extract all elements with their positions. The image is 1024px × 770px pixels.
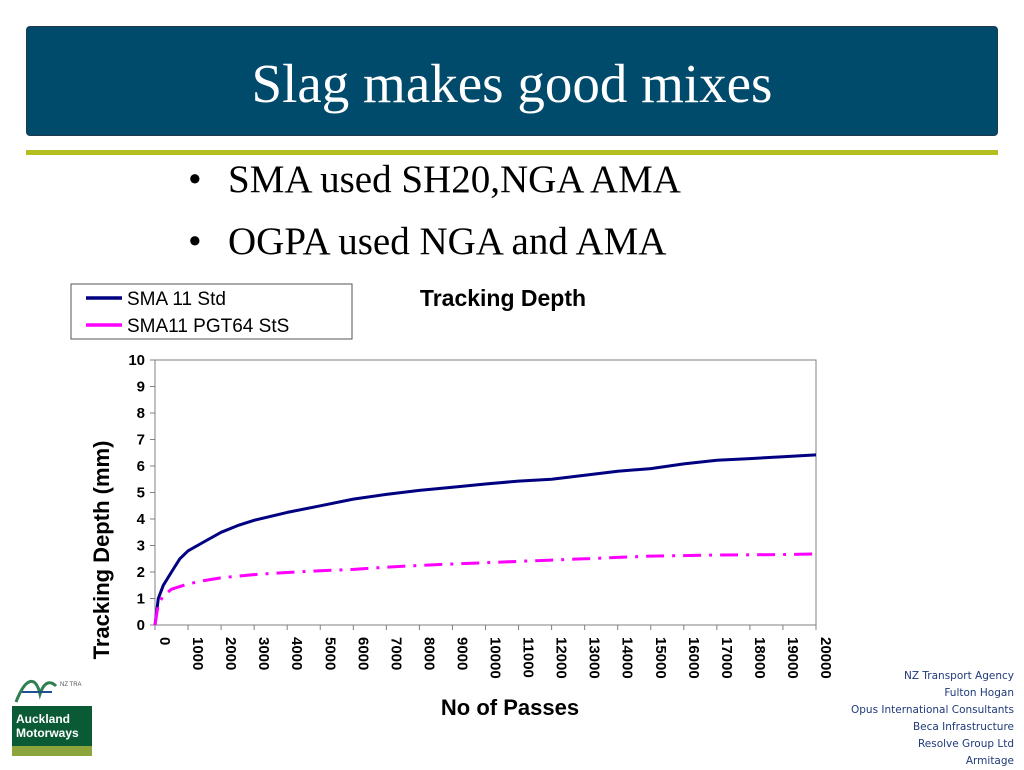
y-axis-label: Tracking Depth (mm) [89, 441, 114, 660]
y-tick-label: 4 [137, 511, 146, 528]
y-tick-label: 3 [137, 538, 145, 555]
y-tick-label: 9 [137, 379, 145, 396]
x-tick-label: 19000 [784, 637, 801, 679]
auckland-motorways-logo: NZ TRA Auckland Motorways [12, 672, 92, 756]
bullet-dot: • [188, 158, 202, 201]
y-axis: 0 1 2 3 4 5 6 7 8 9 10 [128, 352, 155, 634]
x-axis-label: No of Passes [441, 695, 579, 720]
sponsor-list: NZ Transport Agency Fulton Hogan Opus In… [851, 668, 1014, 770]
x-tick-label: 3000 [255, 637, 272, 670]
x-axis: 0 1000 2000 3000 4000 5000 6000 7000 8000 9000 100… [154, 625, 834, 679]
sponsor-name: Armitage [965, 755, 1014, 767]
x-tick-label: 6000 [354, 637, 371, 670]
sponsor-name: Fulton Hogan [944, 687, 1014, 699]
legend-box [70, 283, 353, 340]
plot-area [154, 359, 817, 626]
chart-legend: SMA 11 Std SMA11 PGT64 StS [70, 283, 353, 340]
x-tick-label: 10000 [487, 637, 504, 679]
bullet-item: • OGPA used NGA and AMA [188, 218, 681, 280]
x-tick-label: 8000 [420, 637, 437, 670]
logo-name: Auckland Motorways [12, 706, 92, 746]
x-tick-label: 1000 [189, 637, 206, 670]
series-line-sma11-pgt64-sts [153, 552, 817, 626]
x-tick-label: 7000 [387, 637, 404, 670]
logo-stripe [12, 746, 92, 756]
title-divider [26, 150, 998, 155]
chart-title: Tracking Depth [420, 285, 586, 311]
slide-title: Slag makes good mixes [251, 53, 773, 114]
logo-mark-text: NZ TRA [60, 682, 82, 688]
sponsor-name: Beca Infrastructure [912, 721, 1014, 733]
x-tick-label: 0 [156, 637, 173, 645]
x-tick-label: 14000 [619, 637, 636, 679]
x-tick-label: 18000 [751, 637, 768, 679]
y-tick-label: 7 [137, 432, 145, 449]
x-tick-label: 5000 [321, 637, 338, 670]
logo-line2: Motorways [16, 726, 79, 740]
nzta-swoosh-icon: NZ TRA [14, 680, 82, 703]
legend-label-sma11-std: SMA 11 Std [127, 289, 226, 310]
x-tick-label: 16000 [685, 637, 702, 679]
bullet-item: • SMA used SH20,NGA AMA [188, 156, 681, 218]
bullet-text: OGPA used NGA and AMA [228, 220, 667, 263]
sponsor-name: Resolve Group Ltd [917, 738, 1014, 750]
sponsor-name: Opus International Consultants [851, 704, 1014, 716]
x-tick-label: 2000 [222, 637, 239, 670]
y-tick-label: 0 [137, 617, 145, 634]
chart-series [153, 453, 817, 626]
x-tick-label: 4000 [288, 637, 305, 670]
x-tick-label: 20000 [817, 637, 834, 679]
y-tick-label: 10 [128, 352, 145, 369]
bullet-text: SMA used SH20,NGA AMA [228, 158, 681, 201]
x-tick-label: 13000 [586, 637, 603, 679]
x-tick-label: 9000 [453, 637, 470, 670]
y-tick-label: 5 [137, 485, 145, 502]
y-tick-label: 2 [137, 564, 145, 581]
y-tick-label: 1 [137, 591, 145, 608]
bullet-list: • SMA used SH20,NGA AMA • OGPA used NGA an… [188, 156, 681, 280]
title-bar: Slag makes good mixes [26, 26, 998, 136]
y-tick-label: 8 [137, 405, 145, 422]
logo-mark: NZ TRA [12, 672, 92, 706]
x-tick-label: 15000 [652, 637, 669, 679]
logo-line1: Auckland [16, 712, 71, 726]
x-tick-label: 12000 [553, 637, 570, 679]
x-tick-label: 17000 [718, 637, 735, 679]
y-tick-label: 6 [137, 458, 145, 475]
bullet-dot: • [188, 220, 202, 263]
sponsor-name: NZ Transport Agency [904, 670, 1014, 682]
x-tick-label: 11000 [520, 637, 537, 678]
legend-label-sma11-pgt64: SMA11 PGT64 StS [127, 316, 289, 337]
series-line-sma11-std [153, 453, 817, 626]
